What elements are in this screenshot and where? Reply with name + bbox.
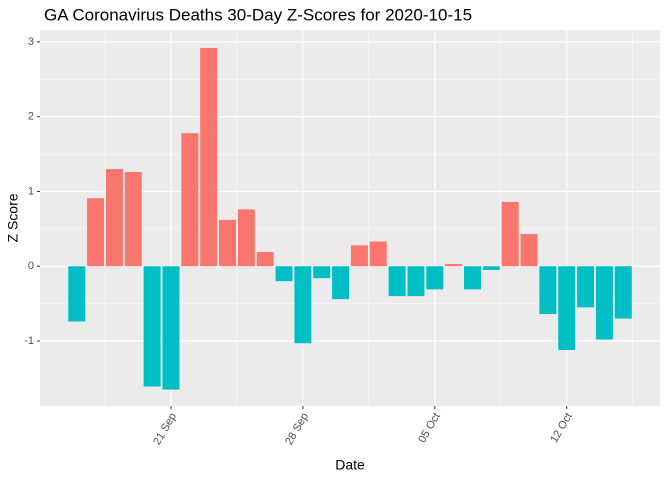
y-tick-label: 1 xyxy=(28,185,34,197)
y-tick-label: 3 xyxy=(28,36,34,48)
x-tick-label: 05 Oct xyxy=(416,411,443,445)
y-tick-label: 0 xyxy=(28,260,34,272)
bar xyxy=(124,172,142,267)
bar xyxy=(105,169,123,267)
bar xyxy=(369,241,387,267)
bar xyxy=(464,266,481,290)
bar xyxy=(219,219,236,267)
bar xyxy=(445,263,463,267)
x-tick-label: 28 Sep xyxy=(283,411,311,447)
bar xyxy=(68,266,86,322)
bar xyxy=(501,201,519,267)
bar xyxy=(577,266,595,308)
x-tick-label: 21 Sep xyxy=(151,411,179,447)
bar xyxy=(275,266,293,282)
bar xyxy=(256,252,274,267)
bar xyxy=(426,266,444,290)
bar xyxy=(558,266,576,350)
bar xyxy=(388,266,406,297)
bar xyxy=(520,234,538,267)
chart-title: GA Coronavirus Deaths 30-Day Z-Scores fo… xyxy=(44,5,472,24)
y-tick-label: 2 xyxy=(28,111,34,123)
bar xyxy=(181,133,199,267)
bar xyxy=(614,266,632,319)
bar xyxy=(482,266,500,270)
bar xyxy=(200,47,218,267)
bar xyxy=(350,245,368,267)
bar xyxy=(595,266,613,340)
bar xyxy=(332,266,350,300)
y-tick-label: -1 xyxy=(24,335,34,347)
bar xyxy=(407,266,425,297)
x-axis-label: Date xyxy=(335,457,365,473)
bar xyxy=(539,266,557,315)
grid xyxy=(40,30,660,406)
x-tick-label: 12 Oct xyxy=(548,411,575,445)
bar xyxy=(237,209,255,267)
bars xyxy=(68,47,632,390)
bar xyxy=(162,266,180,390)
y-axis-label: Z Score xyxy=(5,193,21,242)
bar xyxy=(313,266,331,279)
bar xyxy=(294,266,312,344)
panel xyxy=(40,30,660,406)
bar xyxy=(87,198,105,267)
bar xyxy=(143,266,161,387)
